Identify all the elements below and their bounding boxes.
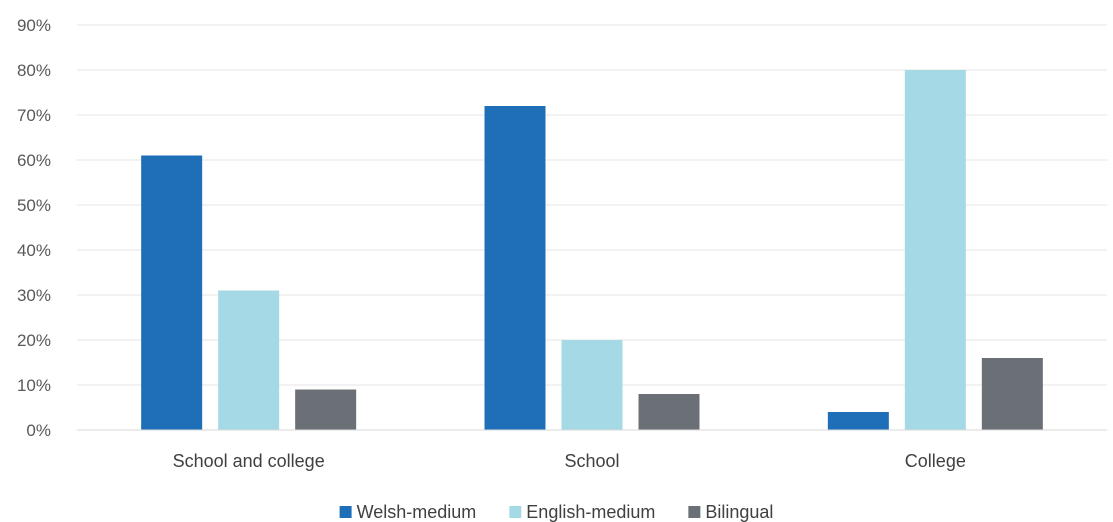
legend-label: Bilingual (705, 502, 773, 522)
legend-swatch (688, 506, 701, 518)
y-tick-label: 0% (26, 421, 51, 440)
y-tick-label: 40% (17, 241, 51, 260)
bar-welsh-medium (141, 155, 203, 430)
bars (141, 70, 1043, 430)
y-tick-label: 90% (17, 16, 51, 35)
legend: Welsh-medium English-medium Bilingual (339, 502, 773, 522)
legend-label: English-medium (526, 502, 655, 522)
x-category-label: School and college (173, 451, 325, 471)
y-tick-label: 50% (17, 196, 51, 215)
legend-swatch (509, 506, 522, 518)
bar-english-medium (904, 70, 966, 430)
bar-welsh-medium (827, 412, 889, 430)
bar-english-medium (561, 340, 623, 430)
bar-welsh-medium (484, 106, 546, 430)
y-tick-label: 10% (17, 376, 51, 395)
x-axis-category-labels: School and college School College (173, 451, 966, 471)
y-tick-label: 60% (17, 151, 51, 170)
y-tick-label: 70% (17, 106, 51, 125)
y-tick-label: 80% (17, 61, 51, 80)
y-tick-label: 30% (17, 286, 51, 305)
legend-swatch (339, 506, 352, 518)
bar-bilingual (638, 394, 700, 430)
y-axis-tick-labels: 0% 10% 20% 30% 40% 50% 60% 70% 80% 90% (17, 16, 51, 440)
bar-bilingual (295, 389, 357, 430)
y-tick-label: 20% (17, 331, 51, 350)
bar-english-medium (218, 290, 280, 430)
x-category-label: College (905, 451, 966, 471)
x-category-label: School (564, 451, 619, 471)
legend-label: Welsh-medium (357, 502, 477, 522)
bar-bilingual (981, 358, 1043, 430)
